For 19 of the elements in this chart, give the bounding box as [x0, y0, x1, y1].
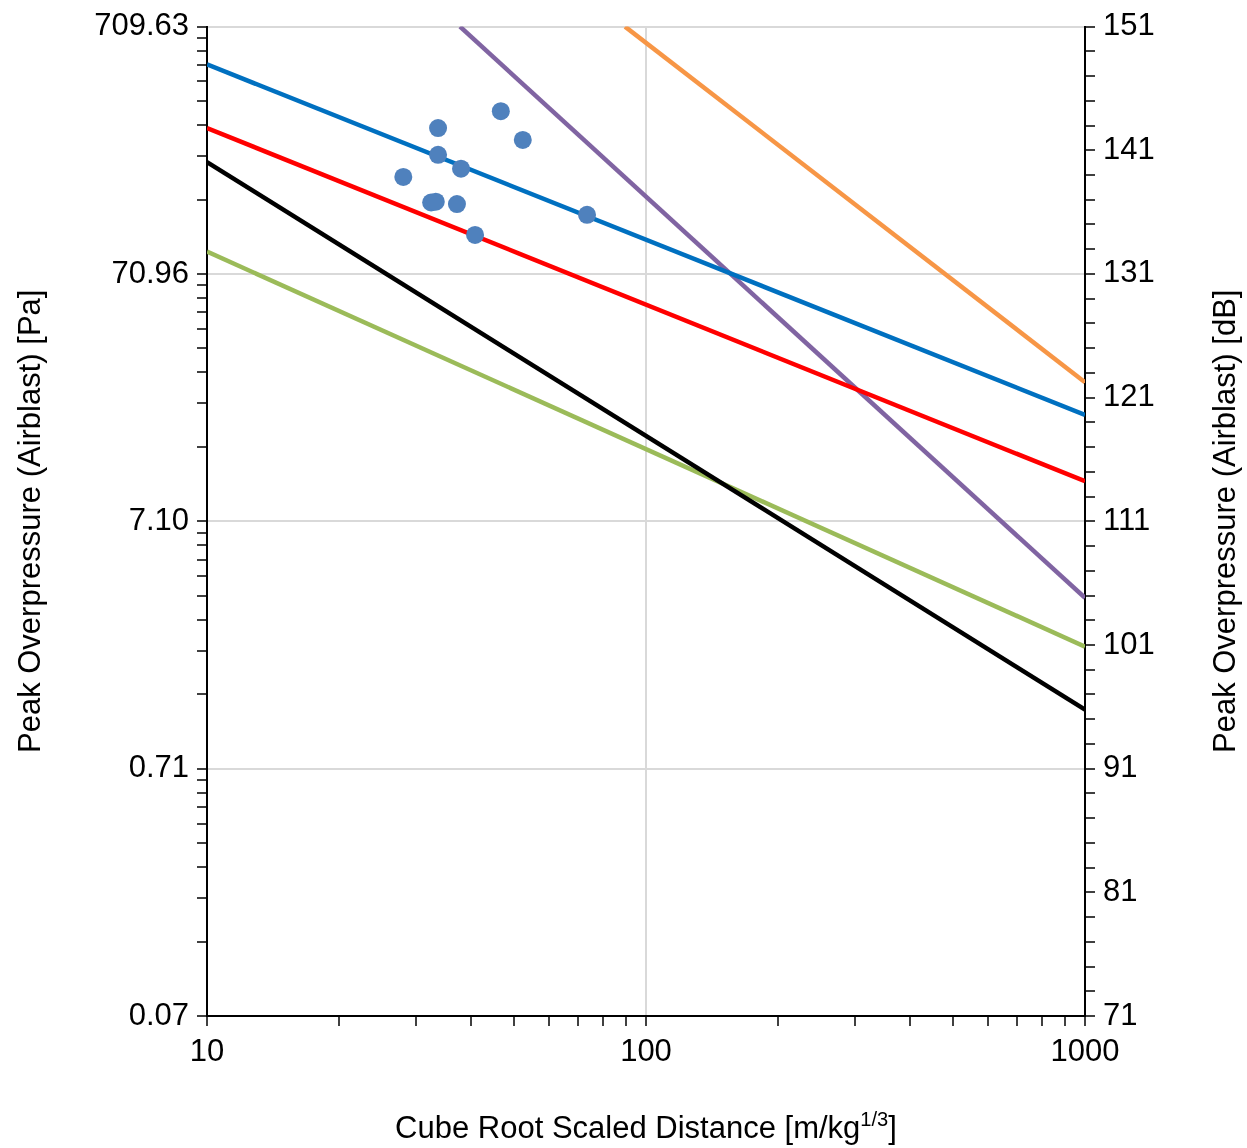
y2-tick-label: 151: [1103, 7, 1155, 43]
y2-tick-label: 91: [1103, 749, 1138, 785]
y2-tick-label: 131: [1103, 254, 1155, 290]
y-tick-label: 709.63: [94, 7, 189, 43]
x-tick-label: 1000: [1050, 1033, 1120, 1069]
y2-tick-label: 141: [1103, 130, 1155, 166]
x-tick-label: 10: [189, 1033, 225, 1069]
y-tick-label: 0.07: [128, 996, 189, 1032]
y-tick-label: 7.10: [128, 501, 189, 537]
y-tick-label: 70.96: [111, 254, 189, 290]
y2-tick-label: 81: [1103, 872, 1138, 908]
x-tick-label: 100: [620, 1033, 672, 1069]
y-axis-title: Peak Overpressure (Airblast) [Pa]: [12, 289, 47, 754]
y2-tick-label: 101: [1103, 625, 1155, 661]
y2-tick-label: 121: [1103, 378, 1155, 414]
y-tick-label: 0.71: [128, 749, 189, 785]
y2-tick-label: 111: [1103, 501, 1151, 537]
y2-tick-label: 71: [1103, 996, 1138, 1032]
y2-axis-title: Peak Overpressure (Airblast) [dB]: [1207, 289, 1242, 754]
